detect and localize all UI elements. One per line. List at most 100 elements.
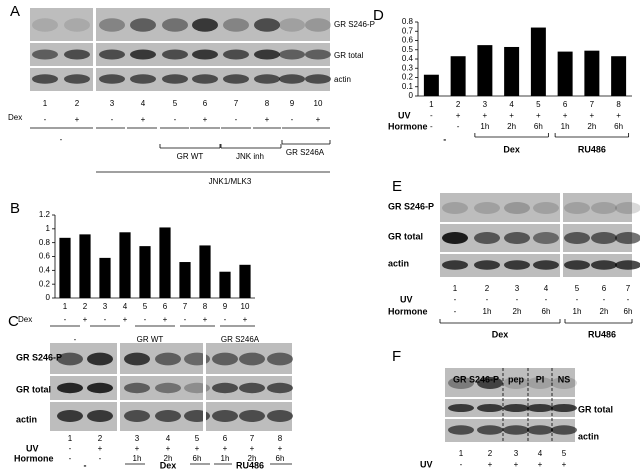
sign: 6h [614,122,623,131]
row-label: Hormone [388,121,428,131]
band [279,18,305,32]
x-tick-label: 1 [63,302,68,311]
sign: - [430,122,433,131]
band [551,377,577,389]
band [533,202,559,214]
row-label: Dex [8,113,22,122]
band [239,410,265,422]
band [448,377,474,389]
sign: + [223,444,228,453]
lane-number: 5 [575,284,580,293]
band [533,260,559,270]
band [162,49,188,60]
band [130,49,156,60]
bar [199,245,211,298]
band [474,260,500,270]
band [184,352,210,366]
x-tick-label: 2 [83,302,88,311]
group-label: - [84,460,87,470]
row-label: Hormone [388,306,428,316]
x-tick-label: 3 [483,100,488,109]
sign: + [265,115,270,124]
sign: - [69,454,72,463]
sign: - [111,115,114,124]
sign: - [603,295,606,304]
panel-letter: C [8,313,19,330]
panel-letter: A [10,3,20,20]
row-label: GR S246-P [334,20,375,29]
band [57,352,83,366]
band [64,49,90,60]
lane-number: 2 [98,434,103,443]
y-tick-label: 0 [46,293,51,302]
band [212,352,238,366]
lane-number: 5 [562,449,567,458]
sign: + [562,460,567,469]
x-tick-label: 2 [456,100,461,109]
group-label: RU486 [588,329,616,339]
band [615,232,640,244]
group-label: JNK1/MLK3 [209,177,252,186]
lane-number: 9 [290,99,295,108]
band [504,232,530,244]
separator [93,8,96,91]
band [503,404,529,412]
band [130,18,156,32]
row-label: UV [26,443,39,453]
group-label: RU486 [578,144,606,154]
band [305,49,331,60]
sign: - [174,115,177,124]
x-tick-label: 5 [536,100,541,109]
band [87,352,113,366]
band [99,18,125,32]
band [504,202,530,214]
lane-number: 4 [166,434,171,443]
sign: + [563,111,568,120]
bar [477,45,493,96]
band [162,18,188,32]
bar [99,257,111,298]
band [533,232,559,244]
separator [30,66,330,68]
x-tick-label: 4 [509,100,514,109]
band [448,404,474,412]
separator [30,41,330,43]
band [442,202,468,214]
x-tick-label: 4 [123,302,128,311]
band [527,425,553,435]
band [305,18,331,32]
band [267,352,293,366]
panel-letter: E [392,178,402,195]
band [212,382,238,394]
panel-letter: F [392,348,401,365]
band [474,202,500,214]
lane-number: 2 [485,284,490,293]
band [64,18,90,32]
group-label: Dex [160,460,177,470]
sign: + [166,444,171,453]
band [223,74,249,84]
sign: + [590,111,595,120]
band [239,352,265,366]
bar [159,227,171,298]
sign: 6h [624,307,633,316]
band [591,202,617,214]
y-tick-label: 0.3 [402,63,414,72]
lane-number: 6 [602,284,607,293]
row-label: GR total [388,231,423,241]
y-tick-label: 0.1 [402,82,414,91]
sign: - [69,444,72,453]
band [551,404,577,412]
band [124,410,150,422]
row-label: GR total [16,384,51,394]
band [87,382,113,394]
lane-number: 3 [135,434,140,443]
sign: + [203,315,208,324]
row-label: GR total [578,404,613,414]
x-tick-label: 7 [183,302,188,311]
sign: - [104,315,107,324]
sign: - [516,295,519,304]
sign: + [75,115,80,124]
x-tick-label: 9 [223,302,228,311]
